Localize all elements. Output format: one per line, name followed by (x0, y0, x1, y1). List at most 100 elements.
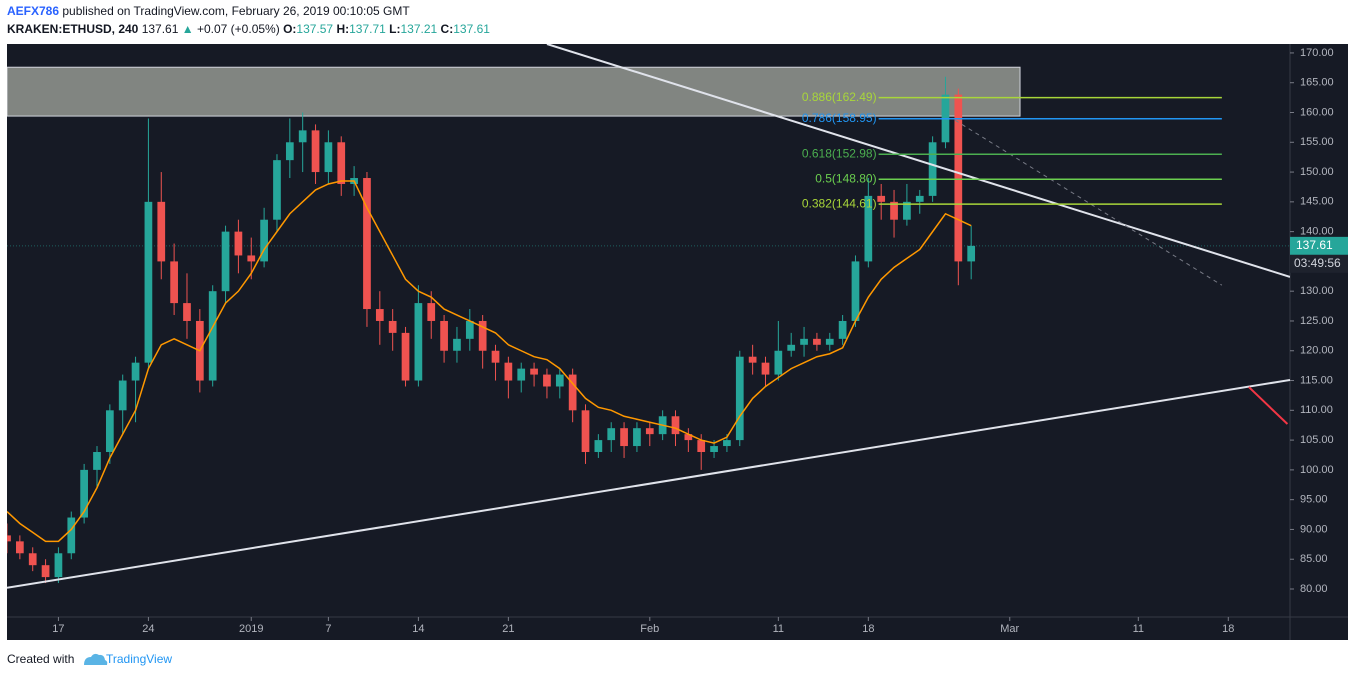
candle-body (877, 195, 886, 202)
last-price-label: 137.61 (1296, 238, 1333, 252)
candle-body (93, 452, 101, 470)
last-price-badge (1290, 236, 1348, 255)
candle-body (375, 309, 384, 321)
x-tick-label: Mar (1000, 623, 1019, 635)
candle-body (324, 142, 333, 173)
candle-body (41, 565, 50, 578)
candle-body (954, 94, 963, 262)
candle-body (594, 440, 603, 453)
chart-background (7, 44, 1348, 640)
candle-body (903, 201, 911, 220)
symbol: KRAKEN:ETHUSD, 240 (7, 22, 139, 36)
x-tick-label: 11 (773, 623, 784, 635)
y-tick-label: 115.00 (1300, 374, 1333, 386)
candle-body (414, 303, 423, 381)
candle-body (800, 338, 808, 345)
candle-body (67, 517, 76, 554)
candle-body (7, 535, 11, 542)
candle-body (363, 178, 371, 310)
candle-body (465, 320, 474, 339)
candle-body (697, 440, 706, 453)
price: 137.61 (142, 22, 179, 36)
candle-body (684, 434, 693, 441)
candle-body (170, 261, 178, 304)
candle-body (581, 410, 590, 453)
candle-body (928, 142, 937, 196)
candle-body (388, 320, 397, 333)
candle-body (761, 362, 770, 375)
countdown-badge (1290, 254, 1348, 273)
author: AEFX786 (7, 4, 59, 18)
plot: 80.00 85.00 90.00 95.00 100.00 105.00 110.00 11… (7, 44, 1348, 635)
y-tick-label: 85.00 (1300, 553, 1328, 565)
candle-body (157, 201, 166, 262)
candle-body (54, 553, 63, 578)
candle-body (555, 374, 564, 387)
x-tick-label: 21 (502, 623, 514, 635)
candle-body (208, 291, 217, 381)
candle-body (491, 350, 500, 363)
y-tick-label: 160.00 (1300, 106, 1334, 118)
fib-label: 0.886(162.49) (802, 90, 877, 104)
candle-body (401, 332, 410, 381)
candle-body (633, 428, 641, 447)
resistance-zone (7, 66, 1021, 117)
candle-body (453, 338, 461, 351)
low-value: 137.21 (401, 22, 438, 36)
candle-body (825, 338, 834, 345)
low-label: L: (389, 22, 400, 36)
x-tick-label: 18 (862, 623, 874, 635)
open-label: O: (283, 22, 296, 36)
candle-body (517, 368, 526, 381)
candle-body (671, 416, 680, 435)
y-tick-label: 100.00 (1300, 464, 1334, 476)
moving-average (7, 180, 972, 543)
trend-line (1248, 386, 1289, 425)
change: +0.07 (+0.05%) (197, 22, 280, 36)
y-tick-label: 120.00 (1300, 345, 1334, 357)
high-label: H: (336, 22, 349, 36)
y-tick-label: 130.00 (1300, 285, 1334, 297)
countdown-label: 03:49:56 (1294, 256, 1341, 270)
y-tick-label: 170.00 (1300, 47, 1334, 59)
high-value: 137.71 (349, 22, 386, 36)
trend-line (7, 378, 1290, 589)
candle-body (748, 356, 757, 363)
candle-body (440, 320, 448, 351)
candle-body (311, 130, 320, 173)
candle-body (221, 231, 230, 292)
candle-body (607, 428, 616, 441)
y-tick-label: 140.00 (1300, 226, 1334, 238)
candle-body (967, 245, 976, 262)
candle-body (337, 142, 346, 184)
close-value: 137.61 (453, 22, 490, 36)
change-arrow: ▲ (182, 22, 194, 36)
x-tick-label: 17 (52, 623, 64, 635)
candle-body (890, 201, 898, 220)
x-tick-label: 14 (412, 623, 424, 635)
candle-body (478, 320, 487, 351)
candle-body (504, 362, 513, 381)
candle-body (144, 201, 153, 363)
fib-label: 0.786(158.95) (802, 111, 877, 125)
trend-line (546, 44, 1290, 278)
candle-body (80, 469, 88, 518)
header-line-2: KRAKEN:ETHUSD, 240 137.61 ▲ +0.07 (+0.05… (7, 22, 490, 36)
published: published on TradingView.com, February 2… (62, 4, 410, 18)
x-tick-label: 18 (1222, 623, 1234, 635)
candle-body (568, 374, 577, 411)
candle-body (774, 350, 783, 375)
candle-body (28, 553, 37, 566)
y-tick-label: 105.00 (1300, 434, 1334, 446)
candle-body (298, 130, 307, 143)
footer-created: Created with (7, 652, 74, 666)
candle-body (105, 410, 114, 453)
candle-body (710, 446, 718, 453)
candle-body (15, 541, 24, 554)
candle-body (260, 219, 268, 262)
plot-area (7, 44, 1290, 589)
header-line-1: AEFX786 published on TradingView.com, Fe… (7, 4, 410, 18)
candle-body (234, 231, 243, 256)
y-tick-label: 110.00 (1300, 404, 1333, 416)
